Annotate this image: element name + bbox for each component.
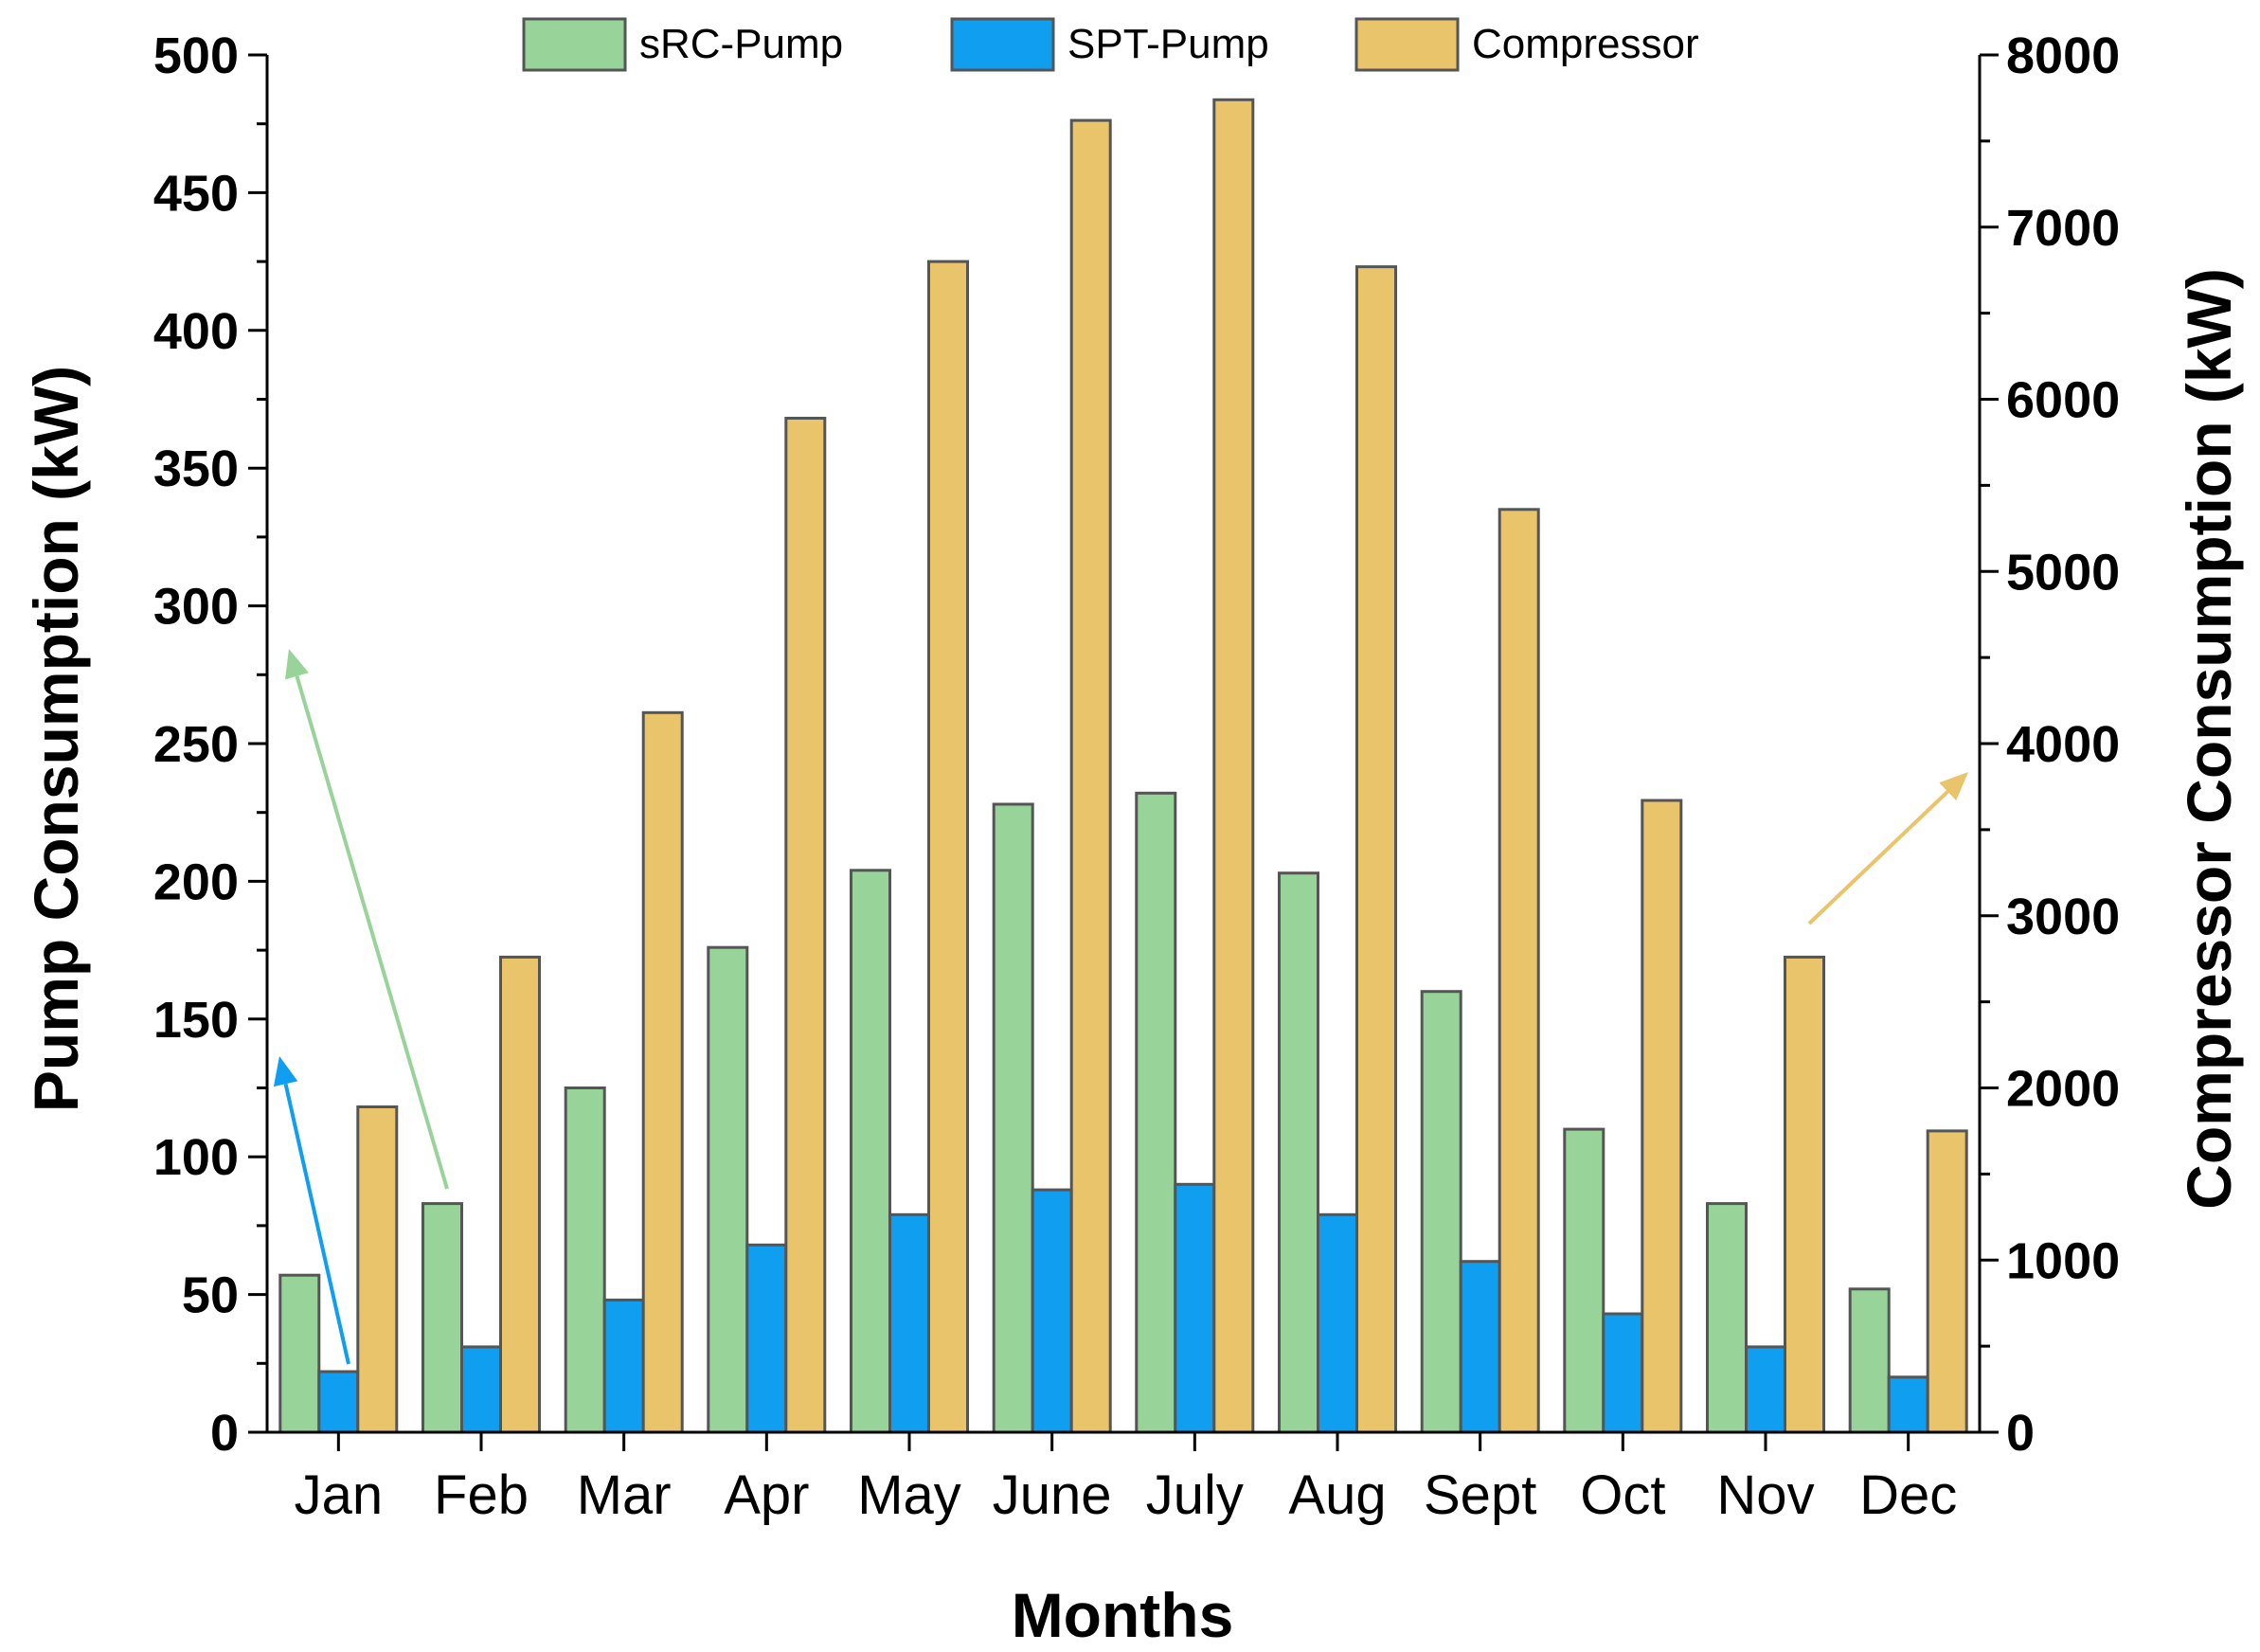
legend-label-src-pump: sRC-Pump bbox=[639, 21, 843, 67]
compressor-axis-arrow-shaft bbox=[1807, 790, 1949, 925]
bar-spt-pump-sept bbox=[1459, 1260, 1501, 1434]
y-left-tick-label: 300 bbox=[153, 579, 239, 636]
x-tick-label-sept: Sept bbox=[1424, 1464, 1536, 1526]
bar-spt-pump-dec bbox=[1887, 1375, 1929, 1434]
x-tick-label-feb: Feb bbox=[434, 1464, 529, 1526]
x-tick-label-june: June bbox=[993, 1464, 1112, 1526]
x-tick-label-nov: Nov bbox=[1716, 1464, 1814, 1526]
bar-src-pump-nov bbox=[1706, 1202, 1748, 1434]
bar-compressor-july bbox=[1212, 98, 1255, 1434]
y-right-tick-label: 5000 bbox=[2006, 544, 2120, 601]
bar-src-pump-oct bbox=[1563, 1127, 1605, 1434]
compressor-axis-arrow-head bbox=[1939, 772, 1968, 801]
src-pump-axis-arrow-head bbox=[285, 649, 309, 680]
bar-spt-pump-mar bbox=[602, 1298, 645, 1434]
bar-compressor-oct bbox=[1641, 799, 1683, 1434]
y-right-tick-label: 7000 bbox=[2006, 200, 2120, 257]
y-axis-right-title: Compressor Consumption (kW) bbox=[2174, 268, 2244, 1210]
y-right-tick-label: 6000 bbox=[2006, 372, 2120, 429]
bar-src-pump-aug bbox=[1278, 871, 1319, 1434]
y-right-tick-label: 3000 bbox=[2006, 889, 2120, 945]
bar-compressor-sept bbox=[1498, 508, 1540, 1434]
x-tick-label-may: May bbox=[857, 1464, 961, 1526]
src-pump-axis-arrow bbox=[285, 649, 449, 1190]
y-right-tick-label: 0 bbox=[2006, 1405, 2035, 1462]
spt-pump-axis-arrow-shaft bbox=[283, 1083, 350, 1365]
y-right-tick-label: 8000 bbox=[2006, 27, 2120, 84]
y-left-tick-label: 400 bbox=[153, 303, 239, 360]
x-tick-label-oct: Oct bbox=[1580, 1464, 1665, 1526]
bar-src-pump-may bbox=[850, 869, 891, 1434]
ticks-layer: 0501001502002503003504004505000100020003… bbox=[153, 27, 2120, 1526]
bar-compressor-apr bbox=[784, 417, 827, 1434]
bar-src-pump-july bbox=[1135, 791, 1177, 1434]
bar-compressor-dec bbox=[1926, 1129, 1968, 1434]
legend-swatch-compressor bbox=[1354, 17, 1460, 72]
spt-pump-axis-arrow bbox=[273, 1056, 350, 1365]
bar-src-pump-feb bbox=[422, 1202, 463, 1434]
bar-compressor-feb bbox=[499, 955, 541, 1434]
bar-spt-pump-apr bbox=[745, 1243, 788, 1434]
y-left-tick-label: 200 bbox=[153, 853, 239, 910]
bar-src-pump-june bbox=[992, 802, 1034, 1434]
x-tick-label-apr: Apr bbox=[724, 1464, 809, 1526]
compressor-axis-arrow bbox=[1807, 772, 1968, 925]
bar-src-pump-dec bbox=[1848, 1287, 1891, 1434]
bar-src-pump-apr bbox=[707, 945, 749, 1434]
spt-pump-axis-arrow-head bbox=[273, 1056, 298, 1087]
bar-src-pump-jan bbox=[278, 1273, 321, 1434]
legend-swatch-spt-pump bbox=[950, 17, 1055, 72]
y-left-tick-label: 50 bbox=[182, 1267, 239, 1324]
bar-spt-pump-july bbox=[1174, 1182, 1216, 1434]
bar-compressor-mar bbox=[641, 710, 684, 1434]
bar-spt-pump-feb bbox=[460, 1345, 502, 1434]
bar-spt-pump-may bbox=[888, 1212, 930, 1434]
bar-compressor-jan bbox=[356, 1105, 399, 1434]
bar-compressor-aug bbox=[1355, 265, 1397, 1434]
y-left-tick-label: 150 bbox=[153, 992, 239, 1049]
x-tick-label-july: July bbox=[1146, 1464, 1244, 1526]
x-tick-label-aug: Aug bbox=[1288, 1464, 1386, 1526]
legend: sRC-Pump SPT-Pump Compressor bbox=[522, 17, 1699, 72]
y-left-tick-label: 500 bbox=[153, 27, 239, 84]
bar-compressor-may bbox=[927, 260, 969, 1434]
y-left-tick-label: 100 bbox=[153, 1129, 239, 1186]
y-left-tick-label: 250 bbox=[153, 716, 239, 773]
bar-src-pump-mar bbox=[564, 1086, 606, 1434]
bar-spt-pump-june bbox=[1031, 1188, 1073, 1434]
annotations-layer bbox=[273, 649, 1968, 1365]
x-tick-label-jan: Jan bbox=[295, 1464, 384, 1526]
y-left-tick-label: 450 bbox=[153, 165, 239, 222]
x-tick-label-mar: Mar bbox=[577, 1464, 672, 1526]
legend-swatch-src-pump bbox=[522, 17, 627, 72]
bar-spt-pump-oct bbox=[1602, 1312, 1644, 1434]
y-left-tick-label: 0 bbox=[210, 1405, 239, 1462]
bar-src-pump-sept bbox=[1420, 990, 1462, 1434]
y-right-tick-label: 4000 bbox=[2006, 716, 2120, 773]
y-right-tick-label: 2000 bbox=[2006, 1061, 2120, 1118]
bar-spt-pump-jan bbox=[317, 1370, 360, 1434]
x-axis-title: Months bbox=[1012, 1580, 1234, 1650]
x-tick-label-dec: Dec bbox=[1859, 1464, 1957, 1526]
y-right-tick-label: 1000 bbox=[2006, 1232, 2120, 1289]
bars-layer bbox=[278, 98, 1968, 1434]
bar-spt-pump-nov bbox=[1745, 1345, 1786, 1434]
legend-label-compressor: Compressor bbox=[1472, 21, 1699, 67]
y-axis-left-title: Pump Consumption (kW) bbox=[21, 366, 91, 1112]
bar-compressor-june bbox=[1069, 118, 1112, 1434]
y-left-tick-label: 350 bbox=[153, 440, 239, 497]
src-pump-axis-arrow-shaft bbox=[295, 675, 449, 1190]
bar-compressor-nov bbox=[1784, 955, 1825, 1434]
legend-label-spt-pump: SPT-Pump bbox=[1067, 21, 1269, 67]
bar-spt-pump-aug bbox=[1317, 1212, 1358, 1434]
